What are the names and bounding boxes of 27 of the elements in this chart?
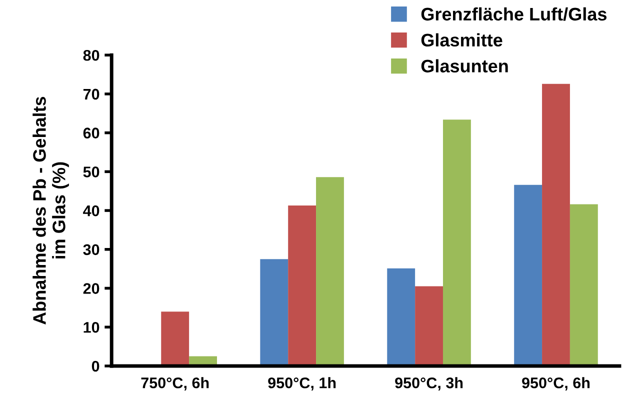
bar: [514, 184, 542, 366]
x-tick-label: 950°C, 6h: [522, 377, 590, 391]
legend-label: Grenzfläche Luft/Glas: [421, 7, 607, 21]
bar: [161, 312, 190, 366]
legend-label: Glasunten: [421, 59, 508, 72]
bar: [260, 259, 288, 366]
x-tick-label: 950°C, 1h: [268, 377, 336, 391]
bar: [415, 286, 443, 366]
y-tick-label: 60: [83, 128, 100, 138]
bar: [542, 84, 570, 366]
y-axis-title: Abnahme des Pb - Gehalts im Glas (%): [32, 96, 69, 324]
bar: [570, 204, 598, 366]
y-tick-label: 80: [83, 50, 100, 61]
bar: [316, 177, 344, 366]
bar: [288, 205, 316, 366]
legend-label: Glasmitte: [421, 33, 502, 47]
y-tick-label: 10: [84, 322, 100, 333]
y-tick-label: 20: [83, 283, 100, 294]
y-tick-label: 50: [83, 166, 100, 178]
y-tick-label: 70: [83, 88, 100, 100]
y-tick-label: 40: [83, 205, 100, 216]
bar: [442, 120, 471, 366]
y-tick-label: 0: [92, 360, 100, 372]
y-tick-label: 30: [83, 244, 100, 256]
x-tick-label: 950°C, 3h: [395, 377, 463, 391]
bar: [387, 268, 416, 366]
x-tick-label: 750°C, 6h: [141, 377, 209, 391]
